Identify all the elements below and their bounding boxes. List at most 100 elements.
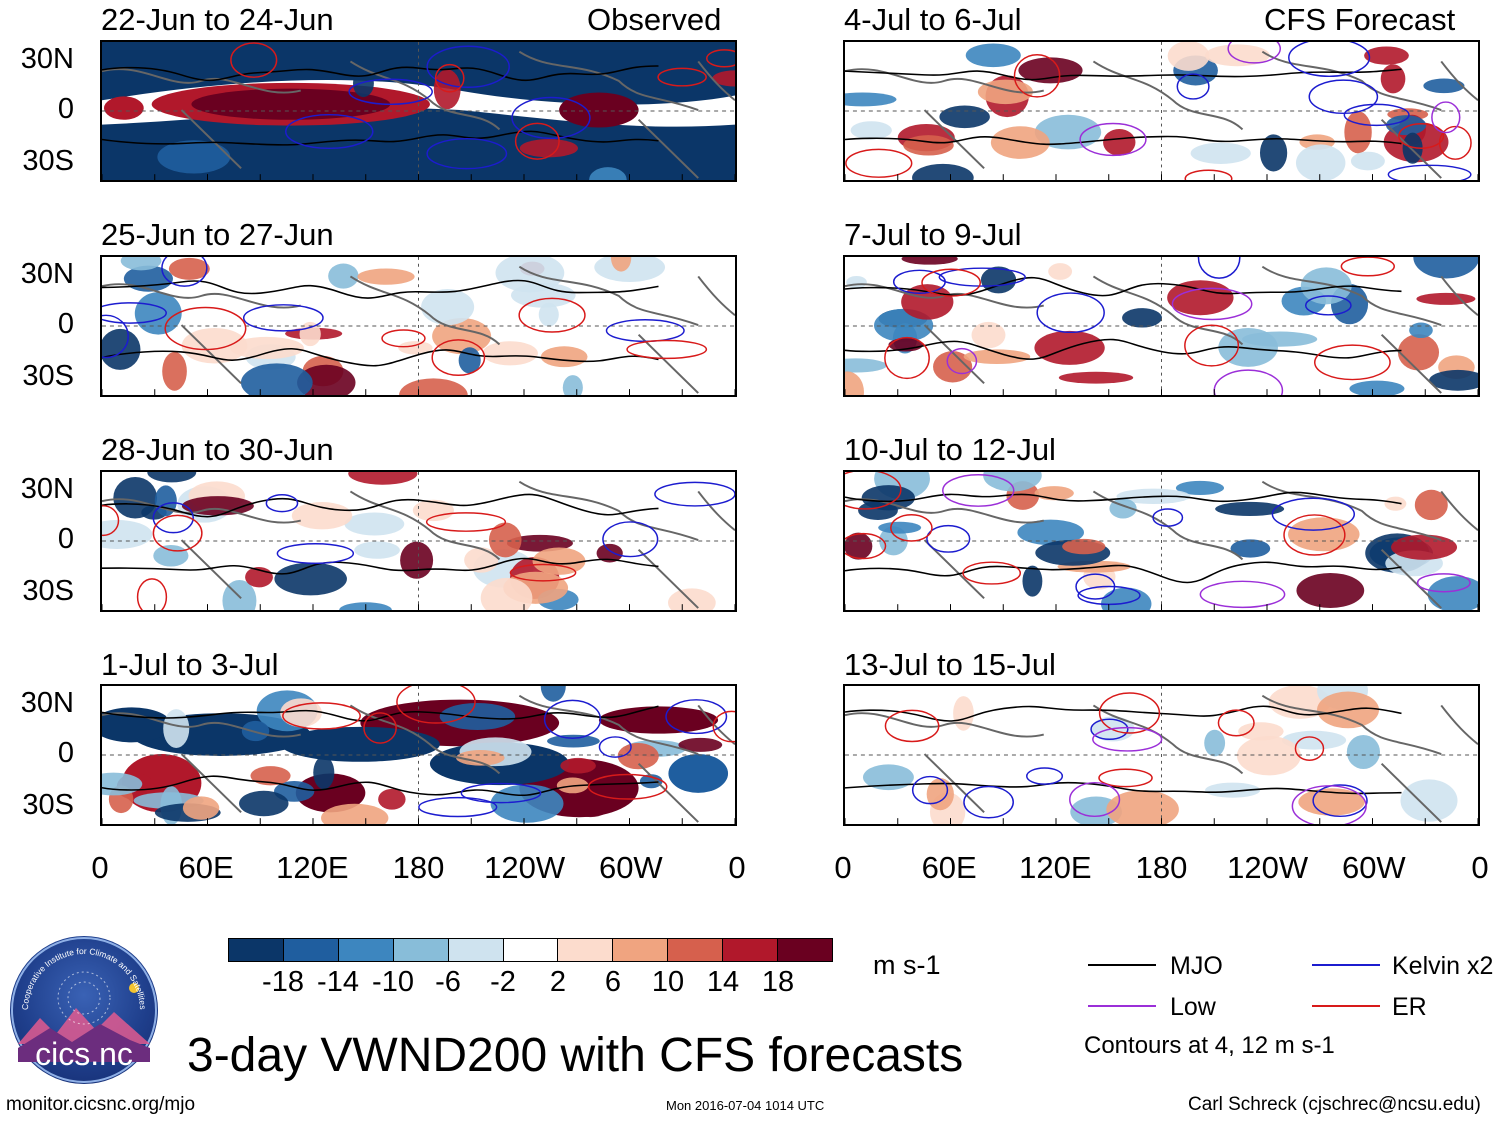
coastline: [923, 109, 985, 170]
er-contour: [1438, 125, 1472, 160]
field-blob: [1175, 480, 1225, 496]
field-blob: [102, 328, 141, 370]
field-blob: [1190, 142, 1251, 164]
field-blob: [912, 163, 974, 180]
mjo-contour: [845, 705, 1402, 722]
footer-author: Carl Schreck (cjschrec@ncsu.edu): [1188, 1094, 1481, 1115]
coastline: [1261, 50, 1442, 111]
field-blob: [845, 532, 873, 560]
er-contour: [425, 512, 507, 532]
field-blob: [291, 502, 353, 530]
svg-text:Cooperative Institute for Clim: Cooperative Institute for Climate and Sa…: [20, 946, 148, 1010]
kelvin-contour: [161, 257, 208, 287]
field-blob: [610, 257, 632, 272]
field-blob: [488, 522, 522, 558]
x-tick-label: 120W: [1227, 850, 1309, 885]
y-tick-label: 30S: [22, 145, 74, 177]
legend-line-er: [1312, 1005, 1380, 1007]
er-contour: [396, 686, 476, 724]
y-tick-label: 30N: [20, 473, 74, 505]
field-blob: [102, 520, 153, 549]
x-tick-label: 60W: [1341, 850, 1406, 885]
kelvin-contour: [654, 481, 735, 507]
x-tick-label: 120E: [276, 850, 349, 885]
er-contour: [712, 710, 735, 743]
coastline: [637, 334, 699, 394]
er-contour: [1217, 709, 1255, 737]
field-blob: [971, 321, 1006, 349]
field-blob: [1215, 501, 1285, 517]
field-blob: [1296, 572, 1365, 608]
vwnd-field-map: [102, 472, 735, 610]
x-tick-label: 120E: [1019, 850, 1092, 885]
field-blob: [348, 472, 418, 485]
field-blob: [861, 485, 915, 511]
field-blob: [1295, 144, 1346, 180]
coastline: [102, 712, 301, 738]
vwnd-field-map: [845, 257, 1478, 395]
kelvin-contour: [102, 302, 167, 324]
field-blob: [965, 43, 1021, 68]
panel-title: 22-Jun to 24-Jun: [101, 2, 334, 37]
colorbar-swatch: [283, 939, 339, 961]
logo-graphic: Cooperative Institute for Climate and Sa…: [11, 937, 157, 1083]
kelvin-contour: [938, 267, 1026, 287]
field-blob: [559, 92, 639, 128]
coastline: [349, 704, 501, 775]
low-contour: [1227, 42, 1281, 64]
mjo-contour: [102, 348, 659, 367]
er-contour: [164, 306, 247, 351]
field-blob: [1106, 790, 1179, 824]
y-tick-label: 30S: [22, 575, 74, 607]
kelvin-contour: [1197, 257, 1241, 279]
field-blob: [540, 346, 588, 368]
x-tick-label: 120W: [484, 850, 566, 885]
panel-title: 1-Jul to 3-Jul: [101, 647, 279, 682]
cics-logo: Cooperative Institute for Climate and Sa…: [10, 936, 158, 1084]
map-panel: [100, 470, 737, 612]
field-blob: [903, 135, 954, 156]
low-contour: [1199, 580, 1286, 609]
coastline: [518, 265, 699, 326]
kelvin-contour: [1036, 292, 1105, 334]
panel-title: 28-Jun to 30-Jun: [101, 432, 334, 467]
coastline: [637, 119, 699, 179]
er-contour: [1098, 692, 1161, 734]
field-blob: [1364, 46, 1409, 65]
legend-label-mjo: MJO: [1170, 952, 1223, 980]
er-contour: [884, 709, 940, 743]
y-tick-label: 30S: [22, 360, 74, 392]
kelvin-contour: [665, 699, 728, 735]
kelvin-contour: [1304, 295, 1352, 316]
coastline: [1261, 694, 1442, 755]
field-blob: [953, 696, 974, 731]
colorbar-tick-label: 10: [651, 966, 685, 998]
mjo-contour: [102, 705, 659, 722]
coastline: [697, 275, 735, 317]
field-blob: [901, 257, 958, 265]
er-contour: [102, 505, 120, 537]
coastline: [845, 712, 1044, 738]
field-blob: [168, 257, 210, 280]
field-blob: [1062, 538, 1106, 555]
field-blob: [570, 793, 611, 818]
coastline: [1380, 334, 1442, 394]
kelvin-contour: [1271, 497, 1356, 531]
low-contour: [1171, 287, 1253, 321]
colorbar-swatch: [723, 939, 779, 961]
field-blob: [1017, 519, 1084, 546]
colorbar-swatch: [503, 939, 559, 961]
kelvin-contour: [602, 521, 659, 558]
x-tick-label: 180: [1135, 850, 1188, 885]
low-contour: [942, 473, 1015, 507]
field-blob: [878, 521, 922, 534]
coastline: [1380, 763, 1442, 823]
legend-label-er: ER: [1392, 993, 1427, 1021]
er-contour: [962, 561, 1022, 585]
er-contour: [884, 336, 930, 380]
field-blob: [1429, 369, 1478, 391]
coastline: [1380, 549, 1442, 609]
coastline: [923, 324, 985, 385]
coastline: [845, 68, 1044, 94]
field-blob: [845, 371, 864, 395]
